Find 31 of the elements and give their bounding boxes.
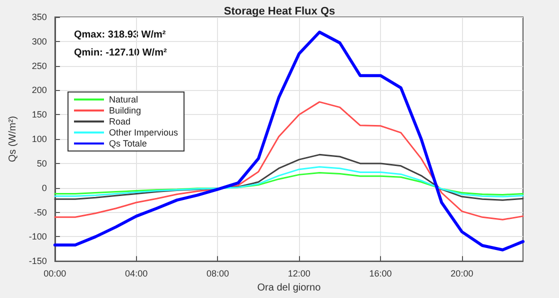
x-tick-label: 12:00 bbox=[288, 268, 310, 279]
x-tick-label: 16:00 bbox=[369, 268, 392, 279]
y-tick-label: -150 bbox=[28, 256, 47, 266]
y-tick-label: 300 bbox=[32, 36, 47, 46]
line-series bbox=[53, 30, 524, 252]
chart-title: Storage Heat Flux Qs bbox=[224, 6, 336, 18]
x-tick-label: 04:00 bbox=[125, 268, 148, 279]
legend-label: Building bbox=[109, 106, 142, 116]
y-tick-label: 100 bbox=[32, 134, 47, 144]
y-axis-title: Qs (W/m²) bbox=[8, 116, 18, 162]
y-tick-label: -50 bbox=[34, 207, 47, 218]
legend-label: Natural bbox=[109, 94, 138, 104]
line-series bbox=[54, 101, 524, 220]
y-tick-label: 0 bbox=[42, 182, 47, 193]
x-tick-label: 20:00 bbox=[450, 268, 474, 279]
x-axis-title: Ora del giorno bbox=[257, 282, 322, 294]
y-tick-label: 200 bbox=[32, 85, 47, 96]
legend-label: Qs Totale bbox=[109, 138, 147, 148]
line-series bbox=[54, 166, 524, 198]
y-tick-label: 150 bbox=[32, 110, 47, 120]
x-tick-label: 08:00 bbox=[206, 268, 229, 279]
legend-label: Road bbox=[109, 116, 131, 126]
line-series bbox=[54, 154, 524, 201]
y-tick-label: 50 bbox=[36, 158, 47, 168]
y-tick-label: -100 bbox=[28, 232, 47, 242]
annotation: Qmin: -127.10 W/m² bbox=[74, 48, 168, 58]
legend-label: Other Impervious bbox=[109, 128, 179, 138]
y-tick-label: 350 bbox=[32, 12, 47, 22]
line-series bbox=[54, 172, 524, 196]
y-tick-label: 250 bbox=[32, 60, 47, 71]
x-tick-label: 00:00 bbox=[44, 268, 66, 279]
